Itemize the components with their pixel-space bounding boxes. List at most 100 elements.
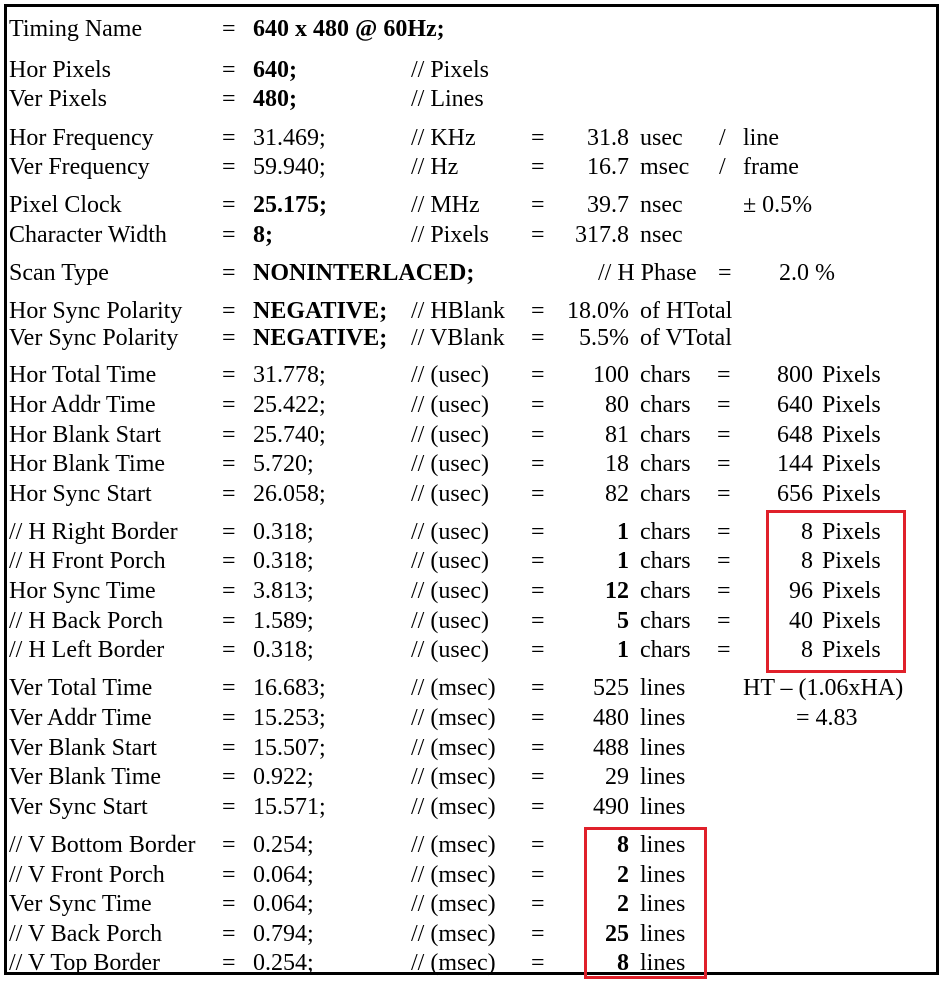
unit-comment: // (msec) — [411, 950, 496, 976]
derived-unit: lines — [640, 862, 686, 888]
row-label: // H Left Border — [9, 637, 165, 663]
row-label: // H Back Porch — [9, 608, 163, 634]
equals-sign: = — [717, 519, 731, 545]
row-value: 0.064; — [253, 862, 314, 888]
unit-comment: // (usec) — [411, 608, 489, 634]
timing-row: Hor Blank Time = 5.720; // (usec) = 18 chars = 1… — [7, 450, 936, 479]
derived-value: 18 — [605, 451, 629, 477]
equals-sign: = — [222, 192, 236, 218]
equals-sign: = — [222, 519, 236, 545]
equals-sign: = — [531, 125, 545, 151]
derived-unit: chars — [640, 481, 691, 507]
pixel-unit: Pixels — [822, 392, 881, 418]
equals-sign: = — [222, 260, 236, 286]
equals-sign: = — [531, 325, 545, 351]
unit-comment: // (usec) — [411, 637, 489, 663]
equals-sign: = — [531, 451, 545, 477]
pixel-count: 144 — [777, 451, 813, 477]
row-label: Ver Sync Start — [9, 794, 148, 820]
derived-unit: chars — [640, 362, 691, 388]
equals-sign: = — [717, 481, 731, 507]
row-value: 640 x 480 @ 60Hz; — [253, 16, 445, 42]
row-label: Hor Sync Polarity — [9, 298, 183, 324]
row-label: Ver Blank Start — [9, 735, 157, 761]
timing-row: Pixel Clock = 25.175; // MHz = 39.7 nsec ± 0.5% — [7, 191, 936, 220]
equals-sign: = — [531, 422, 545, 448]
phase-label: // H Phase — [598, 260, 697, 286]
timing-row: Ver Frequency = 59.940; // Hz = 16.7 msec / fram… — [7, 153, 936, 182]
row-value: 31.469; — [253, 125, 326, 151]
pixel-unit: Pixels — [822, 578, 881, 604]
derived-value: 31.8 — [587, 125, 629, 151]
equals-sign: = — [222, 578, 236, 604]
unit-comment: // Hz — [411, 154, 459, 180]
note-text: HT – (1.06xHA) — [743, 675, 904, 701]
derived-value: 18.0% — [567, 298, 629, 324]
row-label: Hor Sync Start — [9, 481, 152, 507]
timing-row: Hor Sync Time = 3.813; // (usec) = 12 chars = 96… — [7, 577, 936, 606]
equals-sign: = — [531, 950, 545, 976]
derived-value: 8 — [617, 832, 629, 858]
row-value: 0.318; — [253, 637, 314, 663]
unit-comment: // (msec) — [411, 794, 496, 820]
timing-row: Ver Blank Time = 0.922; // (msec) = 29 lines — [7, 763, 936, 792]
row-value: 5.720; — [253, 451, 314, 477]
equals-sign: = — [717, 608, 731, 634]
note-text: = 4.83 — [796, 705, 858, 731]
equals-sign: = — [222, 16, 236, 42]
slash-separator: / — [719, 154, 726, 180]
equals-sign: = — [222, 921, 236, 947]
row-label: Hor Addr Time — [9, 392, 156, 418]
derived-unit: nsec — [640, 222, 683, 248]
row-value: 25.740; — [253, 422, 326, 448]
equals-sign: = — [222, 325, 236, 351]
row-label: Ver Total Time — [9, 675, 153, 701]
pixel-unit: Pixels — [822, 481, 881, 507]
equals-sign: = — [531, 578, 545, 604]
row-value: 0.922; — [253, 764, 314, 790]
equals-sign: = — [222, 548, 236, 574]
row-value: 1.589; — [253, 608, 314, 634]
equals-sign: = — [717, 392, 731, 418]
unit-comment: // (usec) — [411, 422, 489, 448]
timing-row: Ver Sync Time = 0.064; // (msec) = 2 lines — [7, 890, 936, 919]
derived-unit: lines — [640, 675, 686, 701]
derived-value: 100 — [593, 362, 629, 388]
derived-value: 29 — [605, 764, 629, 790]
derived-unit: chars — [640, 519, 691, 545]
equals-sign: = — [531, 862, 545, 888]
derived-unit: lines — [640, 764, 686, 790]
timing-row: Timing Name = 640 x 480 @ 60Hz; — [7, 15, 936, 44]
pixel-count: 640 — [777, 392, 813, 418]
derived-value: 488 — [593, 735, 629, 761]
row-label: Hor Pixels — [9, 57, 111, 83]
pixel-count: 800 — [777, 362, 813, 388]
row-value: 480; — [253, 86, 297, 112]
pixel-unit: Pixels — [822, 608, 881, 634]
derived-unit: lines — [640, 950, 686, 976]
unit-comment: // (usec) — [411, 451, 489, 477]
row-value: 15.253; — [253, 705, 326, 731]
pixel-count: 8 — [801, 519, 813, 545]
equals-sign: = — [531, 222, 545, 248]
equals-sign: = — [531, 705, 545, 731]
equals-sign: = — [531, 392, 545, 418]
derived-unit: chars — [640, 392, 691, 418]
derived-unit: of VTotal — [640, 325, 732, 351]
equals-sign: = — [531, 675, 545, 701]
row-value: 0.254; — [253, 832, 314, 858]
row-value: 59.940; — [253, 154, 326, 180]
equals-sign: = — [222, 832, 236, 858]
derived-value: 1 — [617, 519, 629, 545]
derived-unit: lines — [640, 832, 686, 858]
equals-sign: = — [531, 608, 545, 634]
timing-sheet: Timing Name = 640 x 480 @ 60Hz; Hor Pixels =… — [4, 4, 939, 976]
unit-comment: // (msec) — [411, 675, 496, 701]
derived-unit: lines — [640, 735, 686, 761]
derived-value: 480 — [593, 705, 629, 731]
derived-unit: lines — [640, 921, 686, 947]
timing-row: // V Front Porch = 0.064; // (msec) = 2 lines — [7, 861, 936, 890]
equals-sign: = — [531, 481, 545, 507]
equals-sign: = — [531, 921, 545, 947]
equals-sign: = — [222, 125, 236, 151]
